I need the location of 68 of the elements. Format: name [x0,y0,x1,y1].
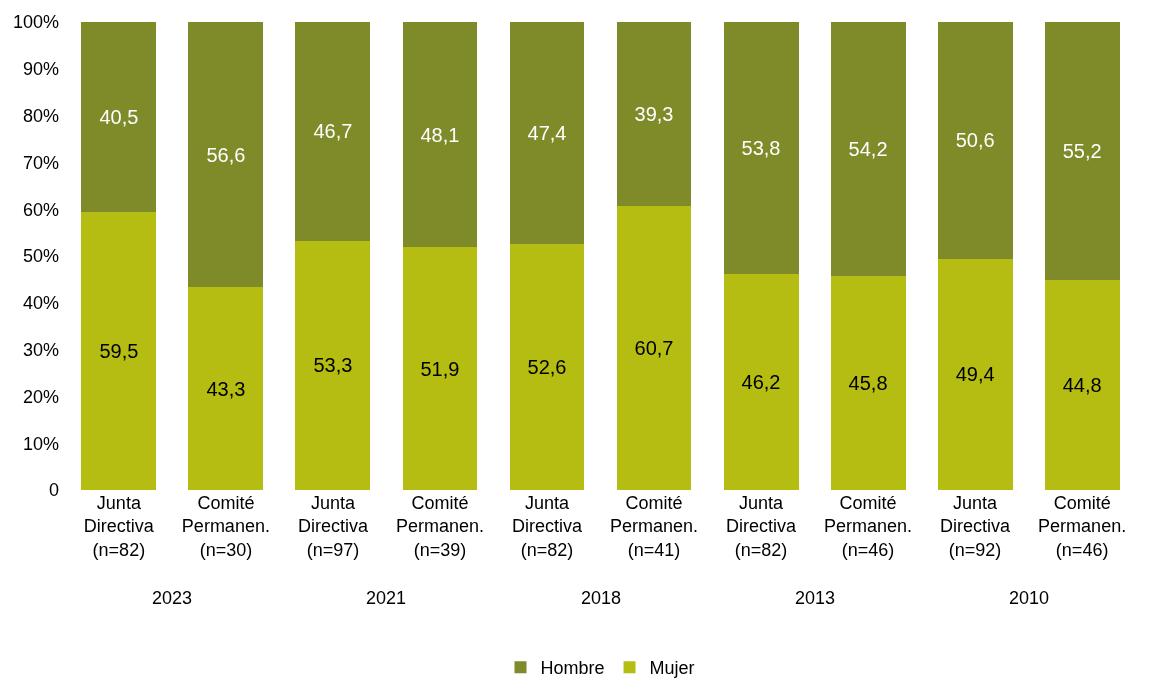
bar [723,273,799,490]
data-label: 51,9 [420,357,460,380]
bar [616,22,692,206]
data-label: 46,2 [741,370,781,393]
bar [830,22,906,276]
bar [937,22,1013,259]
text: 2021 [366,588,407,608]
bar [830,275,906,490]
x-tick-label: Comité Permanen. (n=46) [1038,493,1127,560]
text: 2018 [581,588,622,608]
data-label: 59,5 [99,339,139,362]
y-tick-label: 80% [22,105,59,126]
bar [723,22,799,274]
y-tick-label: 20% [22,386,59,407]
bar [295,22,371,241]
text: 2013 [795,588,836,608]
y-tick-label: 0 [48,480,59,501]
bar [81,22,157,212]
x-tick-label: Junta Directiva (n=92) [940,493,1012,560]
bar [509,243,585,490]
x-tick-label: Junta Directiva (n=82) [726,493,798,560]
data-label: 49,4 [955,363,995,386]
bar [509,22,585,244]
y-tick-label: 70% [22,152,59,173]
data-label: 60,7 [634,336,674,359]
data-label: 52,6 [527,355,567,378]
data-label: 56,6 [206,143,246,166]
bar [295,240,371,490]
y-tick-label: 90% [22,59,59,80]
y-tick-label: 50% [22,246,59,267]
data-label: 53,8 [741,136,781,159]
x-tick-label: Junta Directiva (n=82) [511,493,583,560]
y-tick-label: 30% [22,339,59,360]
legend-label: Mujer [649,658,695,679]
y-tick-label: 100% [12,12,59,33]
data-label: 46,7 [313,120,353,143]
y-tick-label: 10% [22,433,59,454]
data-label: 39,3 [634,102,674,125]
bar [402,22,478,248]
bar [188,287,264,490]
data-label: 50,6 [955,129,995,152]
bar [1044,280,1120,490]
bar [402,247,478,490]
text: 2023 [152,588,193,608]
y-tick-label: 40% [22,293,59,314]
text: 2010 [1009,588,1050,608]
bar [188,22,264,288]
legend-label: Hombre [540,658,605,679]
data-label: 54,2 [848,137,888,160]
bar [937,258,1013,490]
x-tick-label: Comité Permanen. (n=30) [181,493,270,560]
x-tick-label: Comité Permanen. (n=46) [824,493,913,560]
bar [1044,22,1120,281]
data-label: 43,3 [206,377,246,400]
data-label: 55,2 [1062,140,1102,163]
x-tick-label: Comité Permanen. (n=41) [609,493,699,560]
data-label: 44,8 [1062,374,1102,397]
data-label: 45,8 [848,371,888,394]
x-tick-label: Junta Directiva (n=97) [297,493,369,560]
data-label: 47,4 [527,121,567,144]
y-tick-label: 60% [22,199,59,220]
data-label: 48,1 [420,123,460,146]
bar [81,211,157,490]
bar [616,205,692,490]
data-label: 53,3 [313,354,353,377]
data-label: 40,5 [99,105,139,128]
x-tick-label: Comité Permanen. (n=39) [395,493,484,560]
x-tick-label: Junta Directiva (n=82) [83,493,155,560]
